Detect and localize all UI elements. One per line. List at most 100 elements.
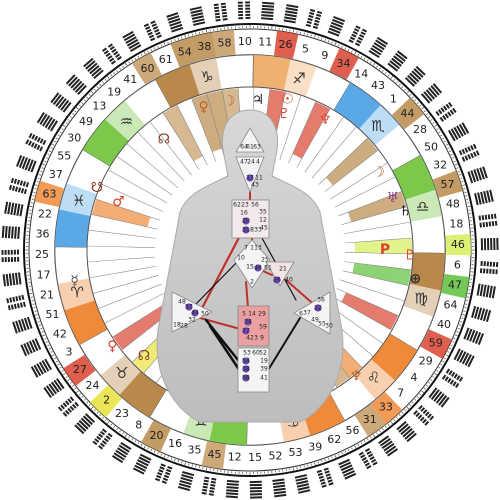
planet-symbol: P [380,242,390,258]
gate-number: 62 [327,433,341,446]
gate-number: 1 [390,92,397,105]
hexagram-line [22,295,23,300]
gate-number: 57 [441,178,455,191]
gate-number: 33 [379,400,393,413]
hexagram-line [214,8,219,9]
gate-number: 18 [449,218,463,231]
hexagram-line [19,188,20,193]
bodygraph-gate: 46 [254,265,262,272]
hexagram-line [480,223,481,228]
hexagram-line [12,178,13,183]
bodygraph-gate: 62 [233,202,241,209]
gate-number: 8 [135,419,142,432]
bodygraph-gate: 32 [188,317,196,324]
bodygraph-gate: 54 [242,358,250,365]
planet-symbol: ♀ [107,338,117,354]
hexagram-line [261,15,273,16]
zodiac-color [253,55,291,91]
human-design-chart: 1011265934144314428503257481846647644059… [0,0,500,500]
gate-number: 27 [73,363,87,376]
gate-number: 41 [123,73,137,86]
bodygraph-gate: 26 [273,277,281,284]
gate-number: 60 [140,62,154,75]
planet-symbol: ♇ [278,106,291,122]
planet-symbol: ♃ [252,92,265,108]
gate-number: 47 [448,279,462,292]
hexagram-line [493,221,494,226]
zodiac-sign: ♒ [120,112,133,130]
hexagram-line [215,11,220,12]
hexagram-line [314,24,319,25]
hexagram-line [10,185,11,190]
bodygraph-gate: 16 [240,210,248,217]
bodygraph-gate: 19 [260,358,268,365]
bodygraph-gate: 20 [242,218,250,225]
bodygraph-gate: 21 [279,266,287,273]
hexagram-line [308,19,313,20]
hexagram-line [27,182,28,187]
bodygraph-gate: 2 [250,279,254,286]
gate-number: 22 [38,207,52,220]
hexagram-line [480,216,481,221]
hexagram-line [209,491,214,492]
gate-number: 46 [451,238,465,251]
hexagram-line [226,490,238,491]
gate-number: 21 [40,289,54,302]
zodiac-sign: ♉ [115,364,128,382]
bodygraph-gate: 34 [244,319,252,326]
gate-number: 3 [66,346,73,359]
hexagram-line [262,9,274,10]
hexagram-line [203,484,208,485]
zodiac-sign: ♑ [200,68,213,86]
hexagram-line [306,25,311,26]
hexagram-line [487,222,488,227]
gate-number: 29 [419,354,433,367]
hexagram-line [24,302,25,307]
hexagram-line [262,12,274,13]
gate-number: 25 [35,248,49,261]
hexagram-line [16,296,17,301]
planet-symbol: ♆ [350,368,363,384]
bodygraph-gate: 45 [260,225,268,232]
gate-number: 30 [67,132,81,145]
hexagram-line [492,214,493,219]
gate-number: 6 [454,258,461,271]
hexagram-line [313,27,318,28]
hexagram-line [202,490,207,491]
bodygraph-gate: 4 [256,159,260,166]
hexagram-line [204,478,209,479]
gate-number: 11 [258,36,272,49]
gate-number: 9 [321,49,328,62]
gate-number: 43 [371,79,385,92]
bodygraph-gate: 11 [255,175,263,182]
hexagram-line [215,17,220,18]
zodiac-sign: ♏ [371,117,385,135]
gate-number: 34 [337,57,351,70]
gate-number: 32 [433,159,447,172]
gate-number: 45 [207,448,221,461]
gate-number: 64 [443,298,457,311]
planet-symbol: ☽ [223,93,236,109]
hexagram-line [12,305,13,310]
hexagram-line [18,180,19,185]
gate-number: 17 [37,268,51,281]
hexagram-line [9,226,10,238]
hexagram-line [18,227,19,239]
gate-number: 44 [400,107,414,120]
hexagram-line [226,493,238,494]
bodygraph-gate: 28 [180,323,188,330]
hexagram-line [25,189,26,194]
hexagram-line [489,215,490,220]
hexagram-line [204,481,209,482]
hexagram-line [495,214,496,219]
gate-number: 19 [107,86,121,99]
hexagram-line [12,226,13,238]
bodygraph-gate: 44 [191,310,199,317]
hexagram-line [316,18,321,19]
bodygraph-gate: 43 [251,182,259,189]
bodygraph-gate: 23 [241,202,249,209]
bodygraph-gate: 30 [325,323,333,330]
hexagram-line [222,10,227,11]
bodygraph-gate: 27 [242,328,250,335]
bodygraph-gate: 53 [243,350,251,357]
